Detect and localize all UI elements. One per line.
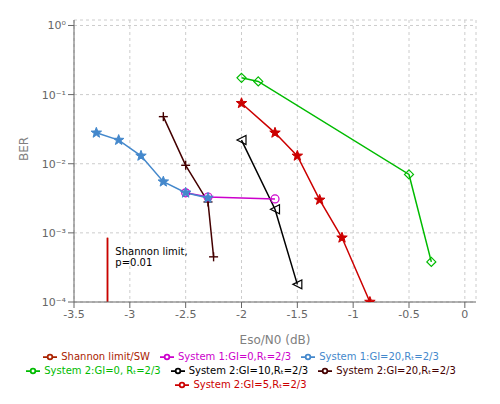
svg-text:-3: -3 — [124, 308, 135, 321]
svg-text:-3.5: -3.5 — [63, 308, 84, 321]
svg-text:-2: -2 — [236, 308, 247, 321]
html-text:System 2:GI=5,Rₜ=2/3: System 2:GI=5,Rₜ=2/3 — [193, 379, 307, 390]
svg-text:10⁻¹: 10⁻¹ — [42, 89, 66, 102]
html-text:System 2:GI=20,Rₜ=2/3: System 2:GI=20,Rₜ=2/3 — [336, 365, 456, 376]
svg-text:BER: BER — [17, 137, 31, 161]
html-text:System 1:GI=0,Rₜ=2/3: System 1:GI=0,Rₜ=2/3 — [178, 351, 292, 362]
svg-text:-1: -1 — [348, 308, 359, 321]
html-text:System 1:GI=20,Rₜ=2/3: System 1:GI=20,Rₜ=2/3 — [319, 351, 439, 362]
svg-text:0: 0 — [461, 308, 468, 321]
svg-text:10⁻⁴: 10⁻⁴ — [42, 296, 67, 309]
html-text:System 2:GI=0, Rₜ=2/3: System 2:GI=0, Rₜ=2/3 — [44, 365, 161, 376]
html-text:Shannon limit/SW: Shannon limit/SW — [61, 351, 150, 362]
svg-text:-0.5: -0.5 — [398, 308, 419, 321]
svg-text:Shannon limit,p=0.01: Shannon limit,p=0.01 — [115, 246, 187, 269]
html-text:System 2:GI=10,Rₜ=2/3: System 2:GI=10,Rₜ=2/3 — [188, 365, 309, 376]
svg-text:-1.5: -1.5 — [287, 308, 308, 321]
svg-text:10⁰: 10⁰ — [48, 19, 67, 32]
svg-text:10⁻²: 10⁻² — [42, 158, 66, 171]
svg-text:Eso/N0 (dB): Eso/N0 (dB) — [240, 333, 311, 347]
svg-text:10⁻³: 10⁻³ — [42, 227, 66, 240]
svg-text:-2.5: -2.5 — [175, 308, 196, 321]
